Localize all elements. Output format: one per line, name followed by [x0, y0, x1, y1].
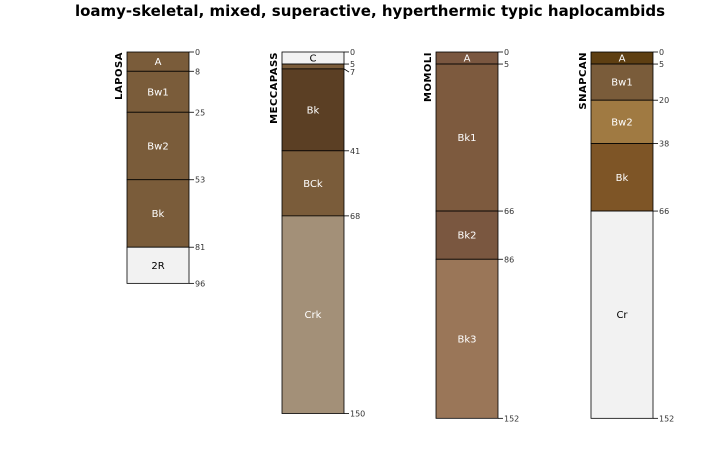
horizon-bw2: [126, 111, 190, 181]
profile-label: SNAPCAN: [578, 52, 589, 110]
horizon-bk1: [435, 63, 499, 212]
horizon-label: Bw2: [611, 117, 632, 128]
horizon-label: A: [155, 57, 162, 68]
depth-label: 20: [659, 96, 669, 105]
depth-label: 8: [195, 67, 200, 76]
horizon-label: Bk: [616, 173, 629, 184]
depth-label: 41: [350, 147, 360, 156]
horizon-bw2: [590, 99, 654, 144]
horizon-label: Crk: [305, 310, 322, 321]
horizon-label: Bk2: [457, 231, 476, 242]
depth-label: 86: [504, 255, 514, 264]
depth-label: 5: [350, 60, 355, 69]
horizon-label: Bk: [307, 105, 320, 116]
depth-label: 150: [350, 410, 365, 419]
depth-label: 66: [659, 207, 669, 216]
horizon-crk: [281, 215, 345, 414]
horizon-bk3: [435, 258, 499, 419]
horizon-label: 2R: [151, 261, 164, 272]
depth-label: 66: [504, 207, 514, 216]
horizon-label: A: [619, 54, 626, 65]
horizon-bk2: [435, 210, 499, 260]
chart-title: loamy-skeletal, mixed, superactive, hype…: [75, 2, 665, 20]
depth-label: 68: [350, 212, 360, 221]
depth-label: 0: [350, 48, 355, 57]
horizon-label: Cr: [616, 310, 628, 321]
horizon-2r: [126, 246, 190, 284]
horizon-label: Bk3: [457, 334, 476, 345]
horizon-label: C: [310, 54, 317, 65]
depth-label: 152: [504, 414, 519, 423]
profile-label: MECCAPASS: [269, 52, 280, 124]
depth-label: 152: [659, 414, 674, 423]
horizon-label: Bw1: [611, 78, 632, 89]
depth-label: 81: [195, 243, 205, 252]
horizon-label: Bk1: [457, 133, 476, 144]
profile-label: LAPOSA: [114, 52, 125, 100]
profile-label: MOMOLI: [423, 52, 434, 102]
depth-label: 25: [195, 108, 205, 117]
horizon-label: Bw2: [147, 141, 168, 152]
depth-label: 5: [659, 60, 664, 69]
depth-label: 53: [195, 176, 205, 185]
horizon-bk: [126, 179, 190, 248]
profile-meccapass: MECCAPASS C Bk BCk Crk 0 57 41 68 150: [269, 48, 365, 419]
horizon-label: Bw1: [147, 87, 168, 98]
depth-label: 0: [659, 48, 664, 57]
horizon-label: A: [464, 54, 471, 65]
profile-momoli: MOMOLI A Bk1 Bk2 Bk3 0 5 66 86 152: [423, 48, 519, 423]
depth-label: 0: [195, 48, 200, 57]
profiles-group: LAPOSA A Bw1 Bw2 Bk 2R 0 8 25 53 81 96 MECCAPASS C Bk B…: [114, 48, 674, 423]
depth-label: 0: [504, 48, 509, 57]
horizon-bw1: [126, 70, 190, 113]
horizon-label: BCk: [303, 179, 323, 190]
horizon-bw1: [590, 63, 654, 101]
horizon-cr: [590, 210, 654, 419]
depth-label: 7: [350, 68, 355, 77]
depth-label: 5: [504, 60, 509, 69]
profile-laposa: LAPOSA A Bw1 Bw2 Bk 2R 0 8 25 53 81 96: [114, 48, 205, 288]
depth-label: 38: [659, 140, 669, 149]
horizon-a: [281, 63, 345, 70]
horizon-bk: [590, 143, 654, 212]
depth-tick: [343, 68, 350, 73]
horizon-label: Bk: [152, 209, 165, 220]
depth-label: 96: [195, 279, 205, 288]
profile-snapcan: SNAPCAN A Bw1 Bw2 Bk Cr 0 5 20 38 66 152: [578, 48, 674, 423]
